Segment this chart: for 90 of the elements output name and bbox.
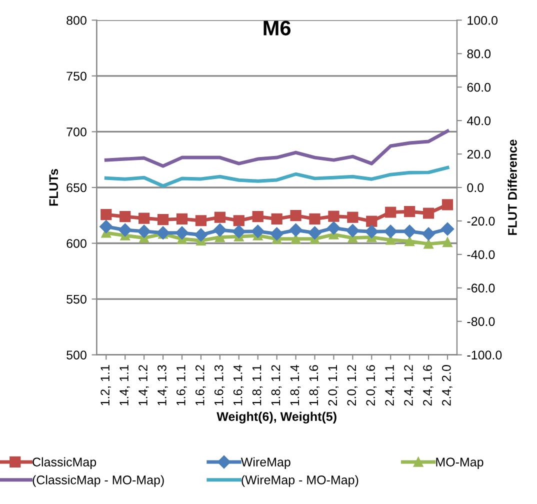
x-tick-label: 1.6, 1.3 xyxy=(214,365,225,406)
point xyxy=(346,224,360,238)
y-tick-label: 800 xyxy=(66,16,86,25)
point xyxy=(176,213,188,224)
point xyxy=(424,239,434,249)
y2-tick-label: -20.0 xyxy=(467,216,495,226)
y2-tick-label: -60.0 xyxy=(467,284,495,293)
point xyxy=(194,228,208,242)
line-series xyxy=(104,129,450,168)
x-tick-label: 1.4, 1.3 xyxy=(158,365,168,406)
point xyxy=(289,223,302,237)
x-tick-label: 2.0, 1.2 xyxy=(347,365,358,406)
point xyxy=(252,211,264,222)
y2-tick-label: 0.0 xyxy=(467,183,484,192)
y2-tick-label: -80.0 xyxy=(467,317,495,326)
point xyxy=(366,216,378,227)
y2-tick-label: 100.0 xyxy=(468,16,498,25)
point xyxy=(100,209,112,220)
y2-tick-label: 80.0 xyxy=(467,49,491,58)
point xyxy=(385,206,396,218)
point xyxy=(386,235,396,245)
point xyxy=(404,236,414,246)
x-tick-label: 2.4, 1.6 xyxy=(423,365,434,406)
point xyxy=(290,234,301,244)
point xyxy=(422,227,436,240)
x-tick-label: 1.8, 1.6 xyxy=(309,365,320,406)
y2-tick-label: 60.0 xyxy=(467,82,491,92)
point xyxy=(137,224,151,238)
x-tick-label: 1.6, 1.4 xyxy=(233,364,244,406)
point xyxy=(213,223,227,237)
point xyxy=(138,212,150,224)
point xyxy=(195,215,207,226)
x-tick-label: 1.8, 1.2 xyxy=(271,365,282,406)
point xyxy=(442,237,452,248)
point xyxy=(347,212,358,223)
x-tick-label: 2.4, 1.1 xyxy=(385,365,396,406)
point xyxy=(214,212,226,223)
point xyxy=(440,222,454,236)
point xyxy=(270,227,284,240)
point xyxy=(309,213,320,224)
y-axis-title: FLUTs xyxy=(49,169,58,206)
point xyxy=(308,226,322,240)
y-tick-label: 500 xyxy=(66,350,86,360)
point xyxy=(232,225,246,238)
x-tick-label: 1.8, 1.4 xyxy=(290,364,301,406)
point xyxy=(327,221,340,235)
x-tick-label: 1.2, 1.1 xyxy=(100,365,111,406)
point xyxy=(384,224,398,238)
y-tick-label: 650 xyxy=(66,183,86,192)
y-tick-label: 550 xyxy=(66,294,86,304)
y2-axis-title: FLUT Difference xyxy=(508,140,517,235)
x-tick-label: 2.4, 1.2 xyxy=(404,365,414,406)
point xyxy=(365,225,378,238)
line-series xyxy=(104,166,450,188)
point xyxy=(233,215,244,226)
x-tick-label: 1.8, 1.1 xyxy=(252,365,263,406)
x-tick-label: 1.6, 1.2 xyxy=(195,365,206,406)
y2-tick-label: -100.0 xyxy=(467,350,502,360)
point xyxy=(422,208,434,219)
x-tick-label: 2.0, 1.6 xyxy=(366,365,376,406)
x-tick-label: 1.6, 1.1 xyxy=(176,365,187,406)
legend-label: WireMap xyxy=(240,457,290,469)
point xyxy=(271,213,282,224)
point xyxy=(100,220,113,234)
x-tick-label: 2.4, 2.0 xyxy=(442,365,452,406)
point xyxy=(404,206,416,218)
x-tick-label: 1.4, 1.1 xyxy=(120,365,130,406)
y-tick-label: 750 xyxy=(66,72,86,81)
point xyxy=(251,224,264,238)
point xyxy=(120,211,131,222)
y2-tick-label: -40.0 xyxy=(467,250,495,260)
legend-label: (ClassicMap - MO-Map) xyxy=(32,475,164,487)
legend-label: MO-Map xyxy=(436,458,484,469)
legend-label: ClassicMap xyxy=(32,457,96,469)
y-tick-label: 600 xyxy=(66,239,86,248)
y2-tick-label: 20.0 xyxy=(467,150,491,159)
chart-title: M6 xyxy=(264,20,291,36)
x-axis-title: Weight(6), Weight(5) xyxy=(216,412,336,424)
point xyxy=(442,199,454,210)
point xyxy=(402,224,416,238)
legend-label: (WireMap - MO-Map) xyxy=(242,475,358,487)
y-tick-label: 700 xyxy=(66,128,86,136)
x-tick-label: 1.4, 1.2 xyxy=(138,365,149,406)
point xyxy=(118,223,132,237)
point xyxy=(290,210,302,222)
point xyxy=(175,226,189,240)
x-tick-label: 2.0, 1.1 xyxy=(328,365,339,406)
y2-tick-label: 40.0 xyxy=(466,116,491,126)
point xyxy=(328,210,340,222)
point xyxy=(157,214,169,226)
